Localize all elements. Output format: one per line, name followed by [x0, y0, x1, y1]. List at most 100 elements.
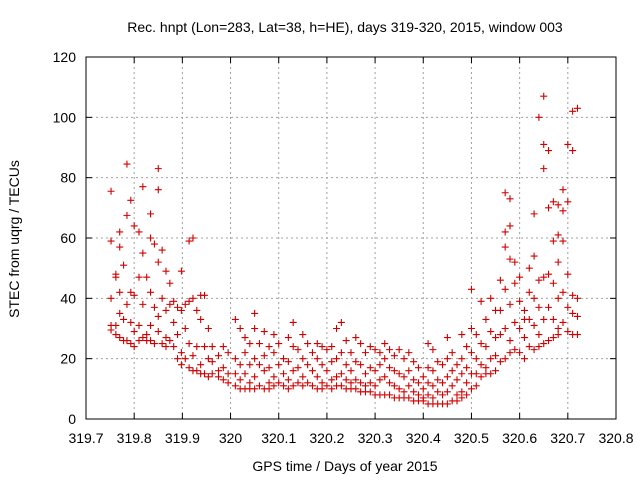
- data-point: [482, 343, 490, 351]
- data-point: [545, 147, 553, 155]
- data-point: [554, 325, 562, 332]
- data-point: [361, 349, 369, 357]
- data-point: [366, 364, 374, 372]
- data-point: [352, 376, 360, 384]
- data-point: [333, 373, 341, 381]
- data-point: [376, 376, 384, 384]
- data-point: [487, 370, 495, 378]
- data-point: [289, 367, 297, 375]
- data-point: [376, 349, 384, 357]
- data-point: [139, 300, 147, 308]
- data-point: [265, 343, 273, 351]
- data-point: [390, 367, 398, 375]
- data-point: [410, 388, 418, 396]
- data-point: [506, 255, 514, 263]
- data-point: [492, 352, 500, 360]
- data-point: [204, 373, 212, 381]
- x-tick-label: 320.2: [309, 430, 344, 446]
- data-point: [458, 388, 466, 396]
- data-point: [371, 382, 379, 390]
- data-point: [573, 294, 581, 302]
- data-point: [154, 328, 162, 336]
- data-point: [443, 373, 451, 381]
- data-point: [530, 346, 538, 354]
- data-point: [154, 186, 162, 194]
- data-point: [516, 349, 524, 357]
- data-point: [323, 367, 331, 375]
- data-point: [299, 382, 307, 390]
- data-point: [458, 355, 466, 363]
- data-point: [284, 358, 292, 366]
- data-point: [467, 285, 475, 293]
- data-point: [453, 376, 461, 384]
- x-tick-label: 320.7: [550, 430, 585, 446]
- data-point: [564, 303, 572, 311]
- data-point: [162, 334, 170, 342]
- data-point: [516, 273, 524, 281]
- data-point: [501, 355, 509, 363]
- data-point: [439, 361, 447, 369]
- data-point: [201, 291, 209, 299]
- data-point: [386, 391, 394, 399]
- data-point: [127, 196, 135, 204]
- data-point: [193, 306, 201, 314]
- data-point: [439, 391, 447, 399]
- data-point: [123, 160, 131, 168]
- data-point: [342, 376, 350, 384]
- data-point: [520, 355, 528, 363]
- data-point: [496, 276, 504, 284]
- data-point: [123, 300, 131, 308]
- data-point: [116, 228, 124, 236]
- data-point: [116, 309, 124, 317]
- data-point: [564, 198, 572, 206]
- data-point: [424, 340, 432, 348]
- grid-lines: [86, 57, 616, 419]
- data-point: [246, 340, 254, 348]
- data-point: [147, 288, 155, 296]
- data-point: [270, 373, 278, 381]
- data-point: [177, 306, 185, 314]
- data-point: [337, 382, 345, 390]
- chart-title: Rec. hnpt (Lon=283, Lat=38, h=HE), days …: [127, 19, 563, 35]
- data-point: [265, 385, 273, 393]
- data-point: [116, 334, 124, 342]
- data-point: [381, 373, 389, 381]
- data-point: [241, 334, 249, 342]
- data-point: [347, 349, 355, 357]
- data-point: [313, 355, 321, 363]
- data-point: [174, 331, 182, 339]
- data-point: [231, 315, 239, 323]
- data-point: [366, 343, 374, 351]
- data-point: [525, 315, 533, 323]
- data-point: [255, 361, 263, 369]
- data-point: [511, 346, 519, 354]
- data-point: [467, 385, 475, 393]
- data-point: [453, 361, 461, 369]
- data-point: [116, 288, 124, 296]
- data-point: [260, 352, 268, 360]
- data-point: [400, 373, 408, 381]
- data-point: [260, 367, 268, 375]
- data-point: [280, 355, 288, 363]
- data-point: [530, 294, 538, 302]
- data-point: [333, 355, 341, 363]
- data-point: [215, 373, 222, 381]
- data-point: [482, 315, 490, 323]
- y-tick-label: 20: [60, 351, 76, 367]
- data-point: [328, 343, 336, 351]
- data-point: [231, 370, 239, 378]
- data-point: [535, 331, 543, 339]
- data-point: [337, 370, 345, 378]
- data-point: [520, 334, 528, 342]
- data-point: [448, 382, 456, 390]
- data-point: [185, 297, 193, 305]
- data-point: [130, 343, 138, 351]
- x-tick-label: 320.1: [261, 430, 296, 446]
- data-point: [386, 346, 394, 354]
- data-point: [429, 394, 437, 402]
- data-point: [554, 201, 562, 209]
- data-point: [429, 382, 437, 390]
- data-point: [162, 343, 170, 351]
- data-point: [439, 379, 447, 387]
- data-point: [208, 358, 216, 366]
